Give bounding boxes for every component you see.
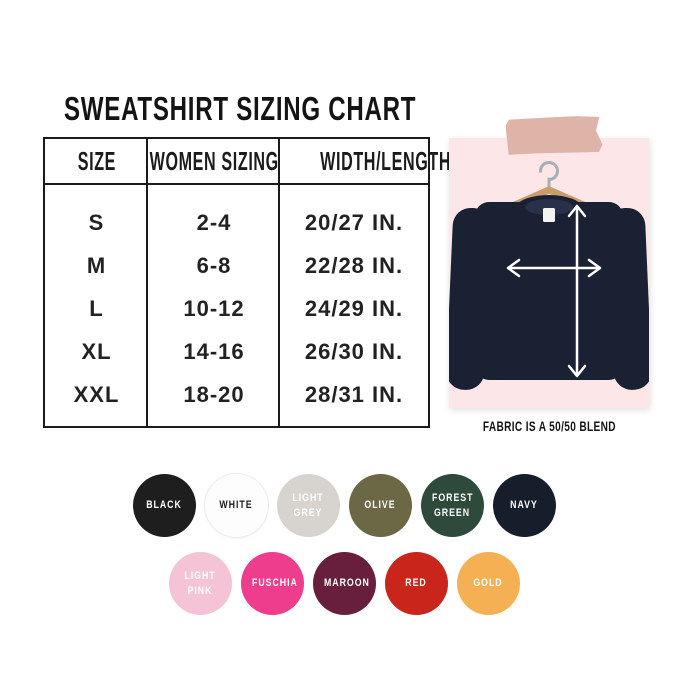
- size-cell: XL: [81, 338, 112, 364]
- swatch-label: GOLD: [473, 577, 503, 590]
- table-row-xl: XL 14-16 26/30 IN.: [45, 330, 428, 373]
- size-cell: S: [88, 209, 105, 235]
- swatch-gold: GOLD: [456, 552, 520, 615]
- page-title-text: SWEATSHIRT SIZING CHART: [64, 90, 417, 127]
- swatch-row-1: BLACK WHITE LIGHT GREY OLIVE FOREST GREE…: [132, 474, 556, 537]
- width-arrowhead-right: [587, 258, 602, 278]
- color-swatches: BLACK WHITE LIGHT GREY OLIVE FOREST GREE…: [0, 474, 694, 615]
- product-photo-card: [449, 138, 649, 408]
- swatch-label: FOREST GREEN: [432, 491, 474, 519]
- washi-tape: [505, 115, 603, 156]
- width-length-cell: 22/28 IN.: [304, 252, 404, 278]
- swatch-forest-green: FOREST GREEN: [420, 474, 484, 537]
- sizing-table: SIZE WOMEN SIZING WIDTH/LENGTH S 2-4 20/…: [43, 137, 451, 428]
- women-sizing-cell: 18-20: [183, 381, 245, 407]
- width-arrowhead-left: [506, 258, 521, 278]
- swatch-label: OLIVE: [364, 499, 396, 512]
- swatch-label: BLACK: [146, 499, 182, 512]
- women-sizing-cell: 6-8: [196, 252, 232, 278]
- size-cell: M: [86, 252, 107, 278]
- table-column-divider: [146, 139, 148, 426]
- swatch-label: FUSCHIA: [252, 577, 298, 590]
- table-row-s: S 2-4 20/27 IN.: [45, 201, 428, 244]
- col-header-women-sizing: WOMEN SIZING: [149, 145, 279, 176]
- table-header-divider: [45, 183, 428, 185]
- swatch-row-2: LIGHT PINK FUSCHIA MAROON RED GOLD: [168, 552, 520, 615]
- table-row-xxl: XXL 18-20 28/31 IN.: [45, 373, 428, 416]
- swatch-navy: NAVY: [492, 474, 556, 537]
- width-length-cell: 24/29 IN.: [304, 295, 404, 321]
- measurement-arrows: [506, 204, 602, 378]
- swatch-white: WHITE: [204, 474, 268, 537]
- swatch-label: NAVY: [510, 499, 538, 512]
- table-column-divider: [278, 139, 280, 426]
- sweatshirt-photo: [449, 160, 649, 390]
- swatch-light-pink: LIGHT PINK: [168, 552, 232, 615]
- swatch-label: RED: [405, 577, 427, 590]
- sweatshirt-collar-inner: [525, 199, 573, 215]
- swatch-light-grey: LIGHT GREY: [276, 474, 340, 537]
- swatch-fuschia: FUSCHIA: [240, 552, 304, 615]
- swatch-label: LIGHT GREY: [292, 491, 324, 519]
- sweatshirt: [449, 195, 649, 390]
- swatch-red: RED: [384, 552, 448, 615]
- women-sizing-cell: 10-12: [183, 295, 245, 321]
- width-length-cell: 28/31 IN.: [304, 381, 404, 407]
- size-cell: L: [89, 295, 104, 321]
- swatch-maroon: MAROON: [312, 552, 376, 615]
- women-sizing-cell: 14-16: [183, 338, 245, 364]
- table-row-m: M 6-8 22/28 IN.: [45, 244, 428, 287]
- size-cell: XXL: [73, 381, 120, 407]
- length-arrowhead-down: [567, 364, 587, 378]
- width-length-cell: 26/30 IN.: [304, 338, 404, 364]
- width-length-cell: 20/27 IN.: [304, 209, 404, 235]
- page-title: SWEATSHIRT SIZING CHART: [64, 90, 547, 128]
- sweatshirt-torso: [475, 202, 623, 380]
- fabric-caption: FABRIC IS A 50/50 BLEND: [482, 418, 616, 434]
- swatch-label: WHITE: [219, 499, 253, 512]
- col-header-width-length: WIDTH/LENGTH: [320, 145, 452, 176]
- women-sizing-cell: 2-4: [196, 209, 232, 235]
- length-arrowhead-up: [567, 204, 587, 218]
- swatch-black: BLACK: [132, 474, 196, 537]
- swatch-label: LIGHT PINK: [184, 569, 216, 597]
- table-header-row: SIZE WOMEN SIZING WIDTH/LENGTH: [45, 139, 450, 183]
- neck-tag: [543, 208, 555, 222]
- swatch-olive: OLIVE: [348, 474, 412, 537]
- col-header-size: SIZE: [77, 145, 116, 176]
- table-body: S 2-4 20/27 IN. M 6-8 22/28 IN. L 10-12 …: [45, 185, 428, 426]
- swatch-label: MAROON: [324, 577, 370, 590]
- table-row-l: L 10-12 24/29 IN.: [45, 287, 428, 330]
